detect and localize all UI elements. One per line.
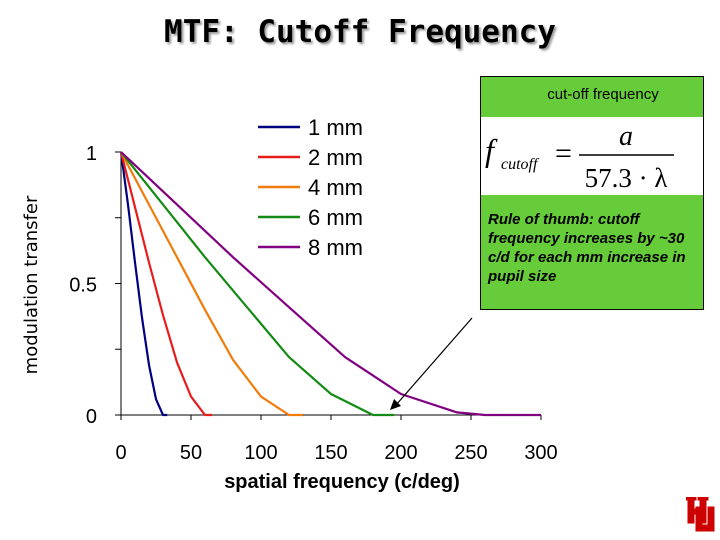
- x-tick-label: 50: [180, 442, 202, 464]
- slide-title: MTF: Cutoff Frequency: [164, 14, 556, 50]
- series-line-8-mm: [120, 151, 541, 417]
- y-axis-label: modulation transfer: [21, 195, 42, 374]
- x-tick-label: 300: [524, 442, 557, 464]
- rule-of-thumb-text: Rule of thumb: cutoff frequency increase…: [488, 211, 686, 285]
- x-tick-label: 100: [244, 442, 277, 464]
- series-line-6-mm: [120, 151, 394, 417]
- formula-numerator: a: [619, 121, 633, 152]
- formula-panel: f cutoff = a 57.3 · λ: [481, 117, 703, 195]
- x-tick-label: 250: [454, 442, 487, 464]
- legend-label: 1 mm: [308, 115, 363, 140]
- legend-label: 6 mm: [308, 205, 363, 230]
- callout-title: cut-off frequency: [547, 86, 659, 103]
- y-tick-label: 1: [86, 143, 97, 165]
- x-tick-label: 0: [115, 442, 126, 464]
- cutoff-formula: f cutoff = a 57.3 · λ: [485, 121, 674, 193]
- series-line-2-mm: [119, 151, 212, 417]
- series-line-4-mm: [120, 151, 303, 417]
- legend-label: 8 mm: [308, 235, 363, 260]
- y-tick-label: 0.5: [69, 275, 97, 297]
- formula-lhs: f: [485, 132, 498, 168]
- series-line-1-mm: [119, 151, 168, 417]
- y-tick-label: 0: [86, 406, 97, 428]
- cutoff-callout-box: cut-off frequency f cutoff = a 57.3 · λ …: [480, 76, 704, 310]
- x-tick-label: 200: [384, 442, 417, 464]
- legend-label: 4 mm: [308, 175, 363, 200]
- x-tick-label: 150: [314, 442, 347, 464]
- callout-arrow: [395, 317, 473, 406]
- callout-arrowhead: [390, 399, 401, 410]
- formula-denominator: 57.3 · λ: [585, 163, 668, 193]
- formula-equals: =: [555, 137, 572, 170]
- legend-label: 2 mm: [308, 145, 363, 170]
- x-axis-label: spatial frequency (c/deg): [224, 471, 460, 493]
- formula-lhs-sub: cutoff: [501, 156, 540, 173]
- uh-logo-icon: [686, 497, 715, 532]
